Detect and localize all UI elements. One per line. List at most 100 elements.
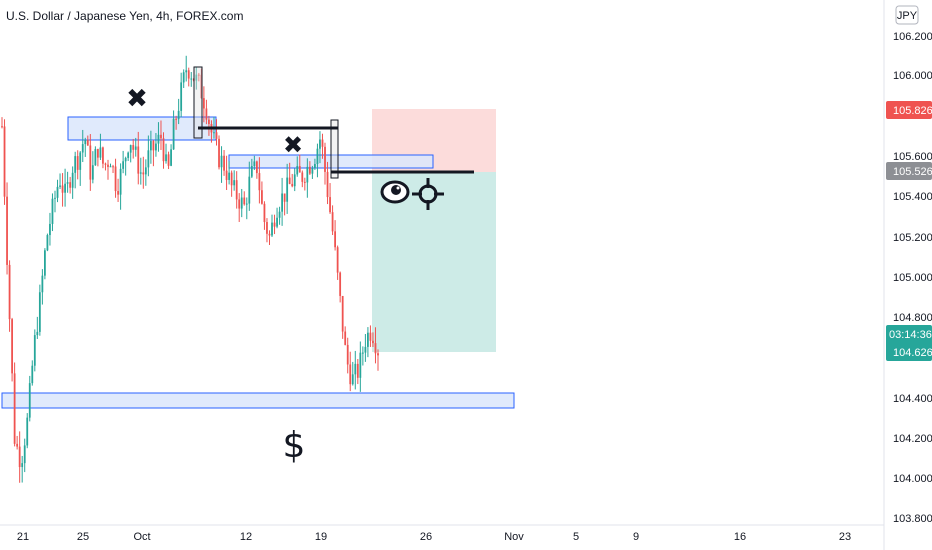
stop-price-tag[interactable]: 105.826 bbox=[886, 101, 932, 119]
candle-body bbox=[268, 233, 271, 236]
dollar-target-annotation[interactable]: $ bbox=[283, 425, 306, 466]
candle-body bbox=[359, 352, 362, 378]
candle-body bbox=[107, 164, 109, 167]
candle-body bbox=[314, 164, 316, 169]
candle-body bbox=[56, 186, 59, 198]
candle-body bbox=[278, 211, 281, 218]
candle-body bbox=[349, 364, 352, 385]
candle-body bbox=[308, 166, 311, 174]
candle-body bbox=[258, 173, 261, 191]
candle-body bbox=[162, 138, 165, 162]
candle-body bbox=[13, 373, 16, 444]
breakout-marker-2[interactable] bbox=[330, 119, 339, 179]
candle-body bbox=[149, 141, 152, 151]
candle-body bbox=[197, 74, 200, 76]
entry-price-tag[interactable]: 105.526 bbox=[886, 162, 932, 180]
candle-body bbox=[233, 180, 236, 186]
price-axis[interactable]: 106.200 106.000 105.600 105.400 105.200 … bbox=[893, 31, 932, 525]
cross-annotation-2[interactable]: ✖ bbox=[283, 131, 303, 159]
candle-body bbox=[26, 417, 29, 446]
candle-body bbox=[144, 167, 147, 175]
candle-body bbox=[331, 212, 334, 232]
candle-body bbox=[99, 147, 102, 158]
candle-body bbox=[261, 190, 263, 204]
candle-body bbox=[49, 223, 51, 236]
time-tick: 21 bbox=[17, 531, 29, 543]
chart-title: U.S. Dollar / Japanese Yen, 4h, FOREX.co… bbox=[6, 9, 243, 23]
breakout-marker-1[interactable] bbox=[193, 66, 203, 139]
candle-body bbox=[69, 182, 72, 188]
candle-body bbox=[303, 181, 306, 183]
candle-body bbox=[281, 193, 284, 212]
candle-body bbox=[160, 134, 162, 139]
candle-body bbox=[139, 172, 142, 174]
candle-body bbox=[64, 183, 66, 193]
candle-body bbox=[316, 148, 319, 165]
candle-body bbox=[74, 156, 77, 173]
candle-body bbox=[240, 197, 243, 209]
price-tick: 104.200 bbox=[893, 433, 932, 445]
candle-body bbox=[84, 139, 87, 145]
candle-body bbox=[172, 118, 175, 150]
candles[interactable] bbox=[1, 55, 379, 483]
candle-body bbox=[142, 172, 145, 175]
candle-body bbox=[16, 443, 19, 447]
candle-body bbox=[253, 161, 256, 167]
time-tick: 16 bbox=[734, 531, 746, 543]
candle-body bbox=[59, 185, 61, 187]
candle-body bbox=[321, 139, 324, 147]
cross-annotation-1[interactable]: ✖ bbox=[126, 84, 148, 114]
candle-body bbox=[218, 138, 220, 168]
candle-body bbox=[175, 118, 178, 120]
candle-body bbox=[344, 331, 347, 345]
last-price-tag[interactable]: 03:14:36 104.626 bbox=[886, 325, 932, 361]
candle-body bbox=[28, 383, 31, 418]
currency-badge[interactable]: JPY bbox=[895, 5, 919, 25]
candle-body bbox=[86, 139, 89, 146]
candle-body bbox=[152, 141, 155, 151]
candle-body bbox=[21, 463, 24, 468]
candle-body bbox=[112, 166, 114, 168]
price-tick: 106.000 bbox=[893, 70, 932, 82]
candle-body bbox=[23, 445, 26, 464]
candle-body bbox=[177, 110, 180, 120]
crosshair-target-icon[interactable] bbox=[412, 178, 444, 210]
candle-body bbox=[213, 132, 215, 134]
price-tick: 104.000 bbox=[893, 473, 932, 485]
candle-body bbox=[157, 134, 160, 144]
candle-body bbox=[8, 264, 11, 320]
candle-body bbox=[61, 185, 64, 193]
candle-body bbox=[155, 143, 157, 151]
last-price-value: 104.626 bbox=[893, 347, 932, 359]
candle-body bbox=[208, 119, 210, 125]
candle-body bbox=[276, 217, 278, 227]
time-tick: 25 bbox=[77, 531, 89, 543]
candle-body bbox=[286, 177, 289, 202]
support-zone[interactable] bbox=[1, 392, 515, 409]
candle-body bbox=[369, 332, 372, 341]
candle-body bbox=[243, 197, 246, 205]
time-tick: 5 bbox=[573, 531, 579, 543]
candle-body bbox=[1, 126, 3, 128]
candle-body bbox=[228, 172, 231, 180]
time-axis[interactable]: 21 25 Oct 12 19 26 Nov 5 9 16 23 bbox=[17, 531, 851, 543]
candle-body bbox=[250, 166, 253, 177]
candle-body bbox=[334, 231, 337, 248]
candle-body bbox=[91, 165, 94, 180]
time-tick: 23 bbox=[839, 531, 851, 543]
candle-body bbox=[3, 126, 6, 197]
candle-body bbox=[96, 149, 99, 158]
candle-body bbox=[220, 155, 223, 168]
candle-body bbox=[134, 146, 137, 150]
candle-body bbox=[180, 82, 183, 111]
candle-body bbox=[38, 292, 41, 332]
candle-body bbox=[336, 247, 339, 273]
candle-body bbox=[94, 149, 97, 166]
candle-body bbox=[223, 155, 225, 171]
eye-icon[interactable] bbox=[380, 180, 410, 204]
time-tick: 9 bbox=[633, 531, 639, 543]
candle-body bbox=[81, 144, 84, 153]
candle-body bbox=[374, 343, 377, 354]
candle-body bbox=[36, 331, 39, 336]
